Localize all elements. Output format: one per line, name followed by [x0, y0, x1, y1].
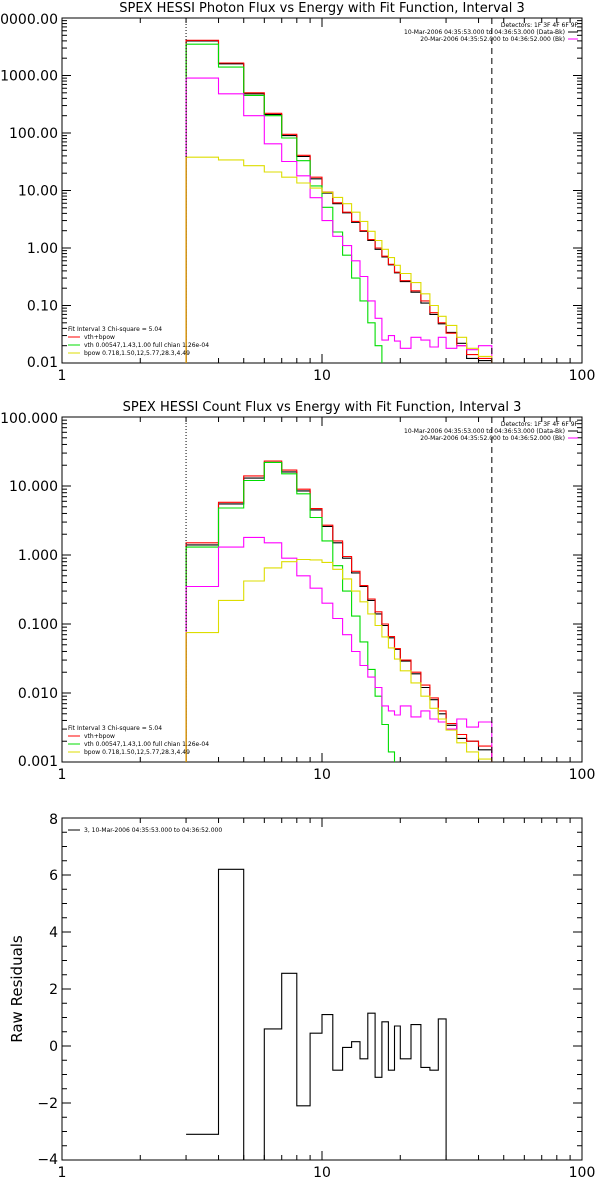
- y-tick-label: 10.000: [9, 479, 58, 495]
- y-tick-label: 8: [49, 812, 58, 828]
- x-tick-label: 100: [569, 1165, 596, 1181]
- series-group: [186, 868, 447, 1160]
- y-tick-label: 0.010: [18, 686, 58, 702]
- y-axis-label: Raw Residuals: [8, 935, 26, 1043]
- legend-entry: vth 0.00547,1.43,1.00 full chian 1.26e-0…: [84, 741, 209, 748]
- x-tick-label: 1: [58, 368, 67, 384]
- plot-frame: [61, 817, 583, 1161]
- legend-entry: Fit Interval 3 Chi-square = 5.04: [68, 326, 162, 333]
- legend-entry: Fit Interval 3 Chi-square = 5.04: [68, 725, 162, 732]
- legend-entry: vth+bpow: [84, 733, 115, 740]
- y-tick-label: 0.001: [18, 754, 58, 770]
- x-tick-label: 100: [569, 368, 596, 384]
- y-tick-label: 0.10: [27, 299, 58, 315]
- x-tick-label: 10: [313, 1165, 331, 1181]
- info-line: Detectors: 1F 3F 4F 6F 9F: [501, 421, 579, 428]
- y-tick-label: 1.000: [18, 548, 58, 564]
- chart-title: SPEX HESSI Photon Flux vs Energy with Fi…: [119, 1, 525, 16]
- x-tick-label: 10: [313, 368, 331, 384]
- y-tick-label: 0.100: [18, 617, 58, 633]
- chart-title: SPEX HESSI Count Flux vs Energy with Fit…: [123, 400, 522, 415]
- y-tick-label: 4: [49, 925, 58, 941]
- photon-flux-panel: SPEX HESSI Photon Flux vs Energy with Fi…: [0, 1, 596, 384]
- y-tick-label: 0.01: [27, 355, 58, 371]
- info-line: Detectors: 1F 3F 4F 6F 9F: [501, 22, 579, 29]
- series-group: [185, 39, 493, 363]
- series-group: [185, 460, 493, 762]
- info-line: 20-Mar-2006 04:35:52.000 to 04:36:52.000…: [420, 435, 565, 442]
- y-tick-label: 100.000: [0, 411, 58, 427]
- legend-entry: bpow 0.718,1.50,12,5.77,28.3,4.49: [84, 350, 190, 357]
- x-tick-label: 1: [58, 767, 67, 783]
- count-flux-panel: SPEX HESSI Count Flux vs Energy with Fit…: [0, 400, 596, 783]
- info-line: 20-Mar-2006 04:35:52.000 to 04:36:52.000…: [420, 36, 565, 43]
- series-line-3: [185, 536, 493, 762]
- y-tick-label: 10.00: [18, 184, 58, 200]
- x-tick-label: 10: [313, 767, 331, 783]
- info-line: 10-Mar-2006 04:35:53.000 to 04:36:53.000…: [404, 428, 565, 435]
- series-line-4: [185, 558, 493, 762]
- series-line-0: [186, 868, 447, 1160]
- y-tick-label: 1.00: [27, 241, 58, 257]
- y-tick-label: 2: [49, 982, 58, 998]
- legend-entry: vth+bpow: [84, 334, 115, 341]
- series-line-2: [185, 43, 383, 363]
- y-tick-label: 1000.00: [0, 69, 58, 85]
- info-line: 10-Mar-2006 04:35:53.000 to 04:36:53.000…: [404, 29, 565, 36]
- residuals-panel: 1 10 100 −4 −2 0 2 4 6 8 Raw Residuals 3, 10-Mar-20…: [8, 812, 595, 1181]
- series-line-4: [185, 156, 493, 363]
- y-tick-label: −2: [37, 1096, 58, 1112]
- series-line-3: [185, 77, 493, 363]
- series-line-2: [185, 461, 396, 762]
- x-tick-label: 100: [569, 767, 596, 783]
- y-tick-label: 0: [49, 1039, 58, 1055]
- y-tick-label: 6: [49, 868, 58, 884]
- x-tick-label: 1: [58, 1165, 67, 1181]
- y-tick-label: 10000.00: [0, 12, 58, 28]
- y-tick-label: 100.00: [9, 126, 58, 142]
- legend-entry: bpow 0.718,1.50,12,5.77,28.3,4.49: [84, 749, 190, 756]
- legend-entry: 3, 10-Mar-2006 04:35:53.000 to 04:36:52.…: [84, 827, 222, 834]
- legend-entry: vth 0.00547,1.43,1.00 full chian 1.26e-0…: [84, 342, 209, 349]
- y-tick-label: −4: [37, 1152, 58, 1168]
